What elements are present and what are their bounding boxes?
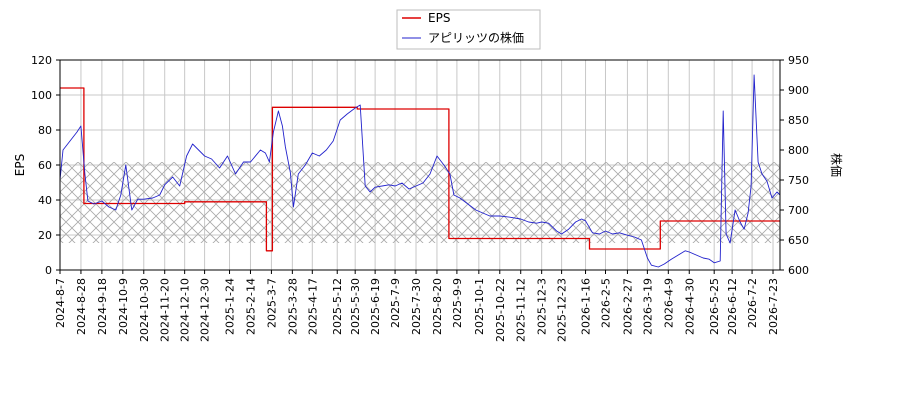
- x-tick-label: 2024-11-20: [159, 278, 172, 342]
- x-tick-label: 2026-5-25: [708, 278, 721, 335]
- x-tick-label: 2026-2-27: [621, 278, 634, 335]
- left-tick-label: 0: [45, 264, 52, 277]
- left-tick-label: 100: [31, 89, 52, 102]
- x-tick-label: 2025-7-30: [410, 278, 423, 335]
- x-tick-label: 2026-7-2: [746, 278, 759, 328]
- x-tick-label: 2025-12-3: [536, 278, 549, 335]
- x-tick-label: 2025-7-9: [389, 278, 402, 328]
- x-tick-label: 2025-3-28: [286, 278, 299, 335]
- legend-label-eps: EPS: [428, 11, 450, 25]
- right-tick-label: 850: [788, 114, 809, 127]
- left-axis-label: EPS: [13, 154, 27, 176]
- x-tick-label: 2026-6-12: [726, 278, 739, 335]
- legend-box: [396, 9, 541, 50]
- left-tick-label: 60: [38, 159, 52, 172]
- right-tick-label: 950: [788, 54, 809, 67]
- x-tick-label: 2025-5-30: [349, 278, 362, 335]
- x-tick-label: 2025-6-19: [369, 278, 382, 335]
- x-tick-label: 2025-10-1: [473, 278, 486, 335]
- x-axis: 2024-8-7 2024-8-28 2024-9-18 2024-10-9 2024-…: [54, 270, 780, 342]
- x-tick-label: 2024-9-18: [96, 278, 109, 335]
- x-tick-label: 2024-10-9: [117, 278, 130, 335]
- x-tick-label: 2025-4-17: [306, 278, 319, 335]
- series-line-stock-price: [59, 74, 781, 268]
- x-tick-label: 2024-8-7: [54, 278, 67, 328]
- right-tick-label: 700: [788, 204, 809, 217]
- right-tick-label: 800: [788, 144, 809, 157]
- x-tick-label: 2024-12-10: [179, 278, 192, 342]
- x-tick-label: 2026-4-9: [662, 278, 675, 328]
- series-layer: [59, 74, 781, 268]
- left-tick-label: 80: [38, 124, 52, 137]
- x-tick-label: 2025-3-7: [265, 278, 278, 328]
- x-tick-label: 2025-1-24: [224, 278, 237, 335]
- x-tick-label: 2026-1-16: [580, 278, 593, 335]
- x-tick-label: 2024-10-30: [138, 278, 151, 342]
- x-tick-label: 2025-10-22: [494, 278, 507, 342]
- left-tick-label: 20: [38, 229, 52, 242]
- x-tick-label: 2026-4-30: [683, 278, 696, 335]
- x-tick-label: 2025-2-14: [244, 278, 257, 335]
- legend-label-price: アピリッツの株価: [428, 30, 524, 45]
- hatched-band: [60, 162, 780, 243]
- x-tick-label: 2025-9-9: [451, 278, 464, 328]
- right-tick-label: 650: [788, 234, 809, 247]
- x-tick-label: 2025-11-12: [515, 278, 528, 342]
- right-tick-label: 750: [788, 174, 809, 187]
- left-axis: 0 20 40 60 80 100 120: [31, 54, 60, 277]
- legend: EPS アピリッツの株価: [396, 9, 541, 50]
- x-tick-label: 2026-3-19: [641, 278, 654, 335]
- x-tick-label: 2026-7-23: [767, 278, 780, 335]
- right-tick-label: 600: [788, 264, 809, 277]
- x-tick-label: 2025-12-23: [556, 278, 569, 342]
- left-tick-label: 40: [38, 194, 52, 207]
- right-axis: 600 650 700 750 800 850 900 950: [780, 54, 809, 277]
- right-axis-label: 株価: [829, 153, 844, 177]
- x-tick-label: 2024-12-30: [199, 278, 212, 342]
- left-tick-label: 120: [31, 54, 52, 67]
- x-tick-label: 2025-5-12: [331, 278, 344, 335]
- x-tick-label: 2024-8-28: [75, 278, 88, 335]
- series-line-eps: [60, 87, 780, 252]
- x-tick-label: 2026-2-5: [599, 278, 612, 328]
- right-tick-label: 900: [788, 84, 809, 97]
- x-tick-label: 2025-8-20: [431, 278, 444, 335]
